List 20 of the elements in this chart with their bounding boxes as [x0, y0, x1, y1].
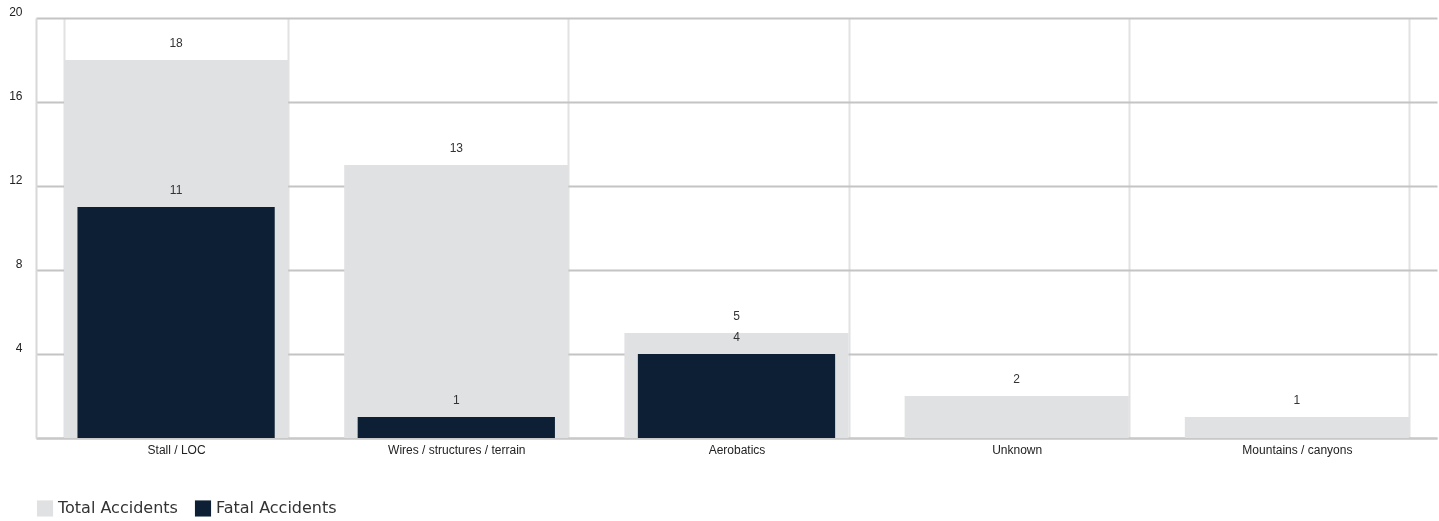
data-label: 18 [169, 36, 184, 50]
data-label: 13 [449, 141, 464, 155]
x-tick-label: Mountains / canyons [1242, 442, 1353, 457]
data-label: 1 [1293, 393, 1301, 407]
data-label: 2 [1013, 372, 1021, 386]
data-label: 4 [733, 330, 741, 344]
x-tick-label: Wires / structures / terrain [388, 442, 526, 457]
data-label: 11 [169, 183, 183, 197]
y-tick-label: 20 [9, 4, 23, 19]
legend-label: Total Accidents [57, 498, 178, 518]
x-tick-label: Unknown [992, 442, 1043, 457]
y-tick-label: 4 [15, 340, 23, 355]
y-tick-label: 12 [9, 172, 23, 187]
x-tick-label: Stall / LOC [147, 442, 206, 457]
data-label: 1 [452, 393, 460, 407]
legend-label: Fatal Accidents [216, 498, 337, 518]
x-tick-label: Aerobatics [708, 442, 766, 457]
data-label: 5 [733, 309, 741, 323]
y-tick-label: 16 [9, 88, 23, 103]
y-tick-label: 8 [15, 256, 23, 271]
